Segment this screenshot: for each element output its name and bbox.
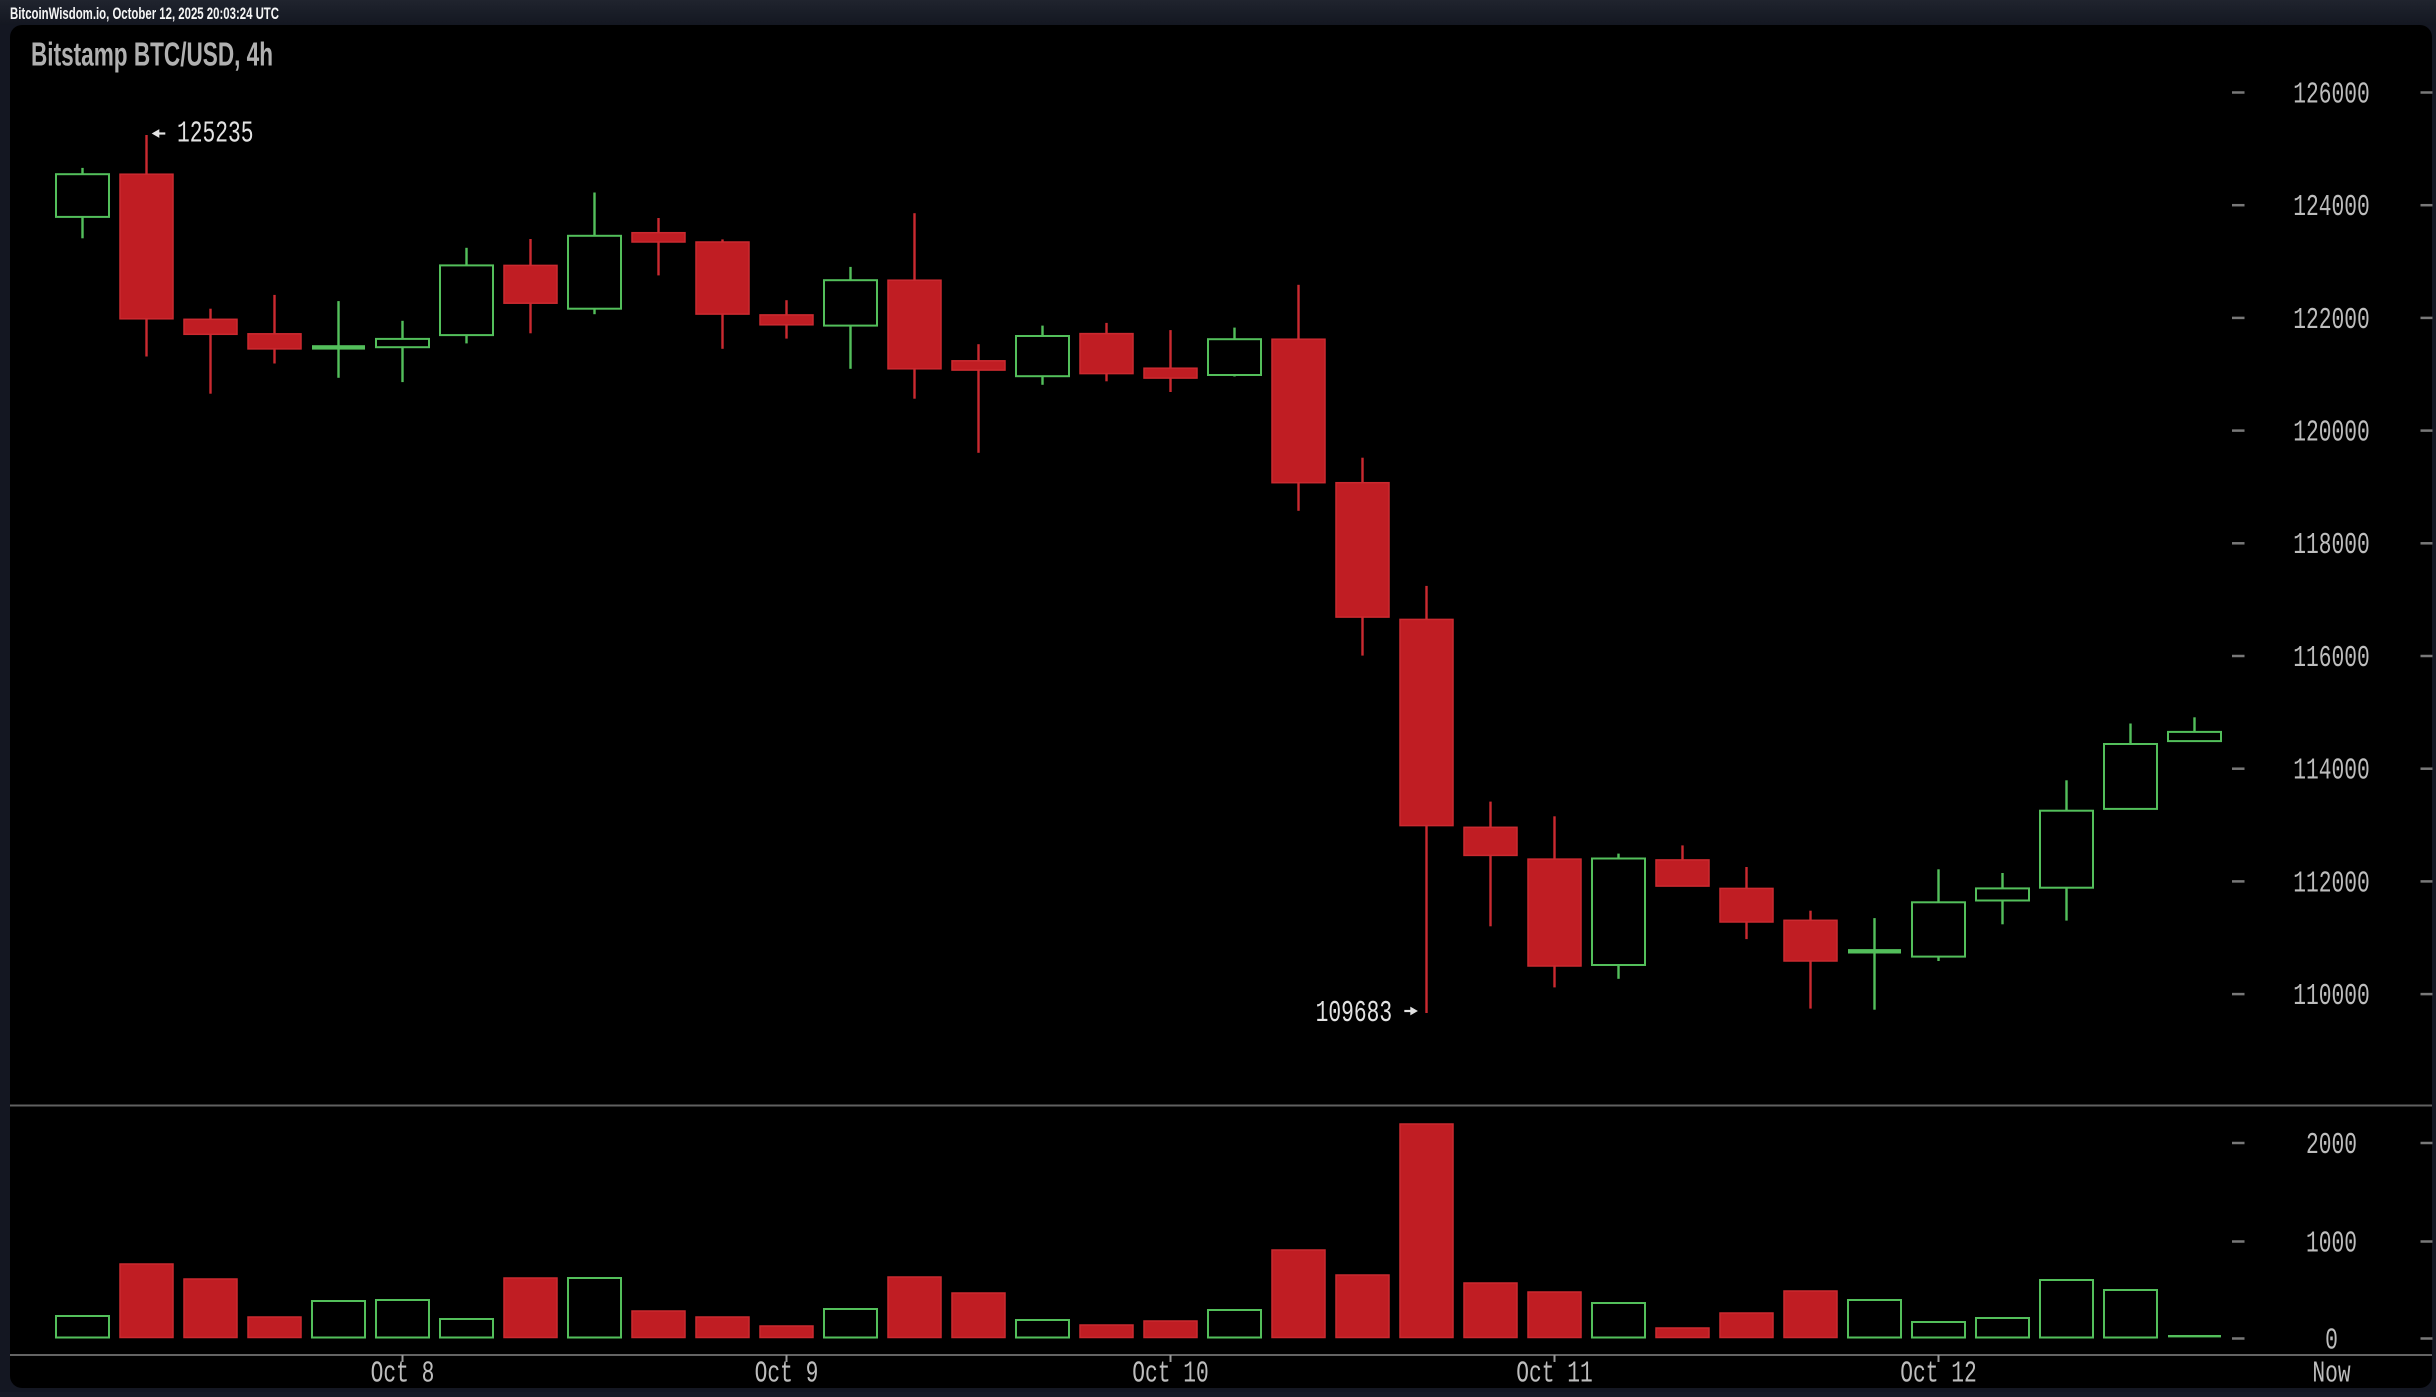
svg-text:Oct 9: Oct 9: [755, 1356, 819, 1391]
svg-text:120000: 120000: [2293, 416, 2370, 451]
svg-text:118000: 118000: [2293, 528, 2370, 563]
svg-text:125235: 125235: [177, 116, 254, 151]
svg-text:BitcoinWisdom.io, October 12,: BitcoinWisdom.io, October 12, 2025 20:03…: [10, 4, 279, 23]
svg-text:1000: 1000: [2306, 1226, 2357, 1261]
svg-text:Oct 8: Oct 8: [371, 1356, 435, 1391]
svg-text:114000: 114000: [2293, 754, 2370, 789]
svg-text:109683: 109683: [1316, 996, 1393, 1031]
svg-text:Oct 10: Oct 10: [1132, 1356, 1209, 1391]
svg-text:Bitstamp BTC/USD, 4h: Bitstamp BTC/USD, 4h: [31, 35, 273, 72]
svg-text:0: 0: [2325, 1323, 2338, 1358]
svg-text:Oct 12: Oct 12: [1900, 1356, 1977, 1391]
svg-text:112000: 112000: [2293, 866, 2370, 901]
svg-text:122000: 122000: [2293, 303, 2370, 338]
svg-text:124000: 124000: [2293, 190, 2370, 225]
svg-text:Now: Now: [2312, 1356, 2350, 1391]
svg-text:126000: 126000: [2293, 77, 2370, 112]
svg-text:110000: 110000: [2293, 979, 2370, 1014]
svg-text:Oct 11: Oct 11: [1516, 1356, 1593, 1391]
svg-text:116000: 116000: [2293, 641, 2370, 676]
svg-text:2000: 2000: [2306, 1128, 2357, 1163]
